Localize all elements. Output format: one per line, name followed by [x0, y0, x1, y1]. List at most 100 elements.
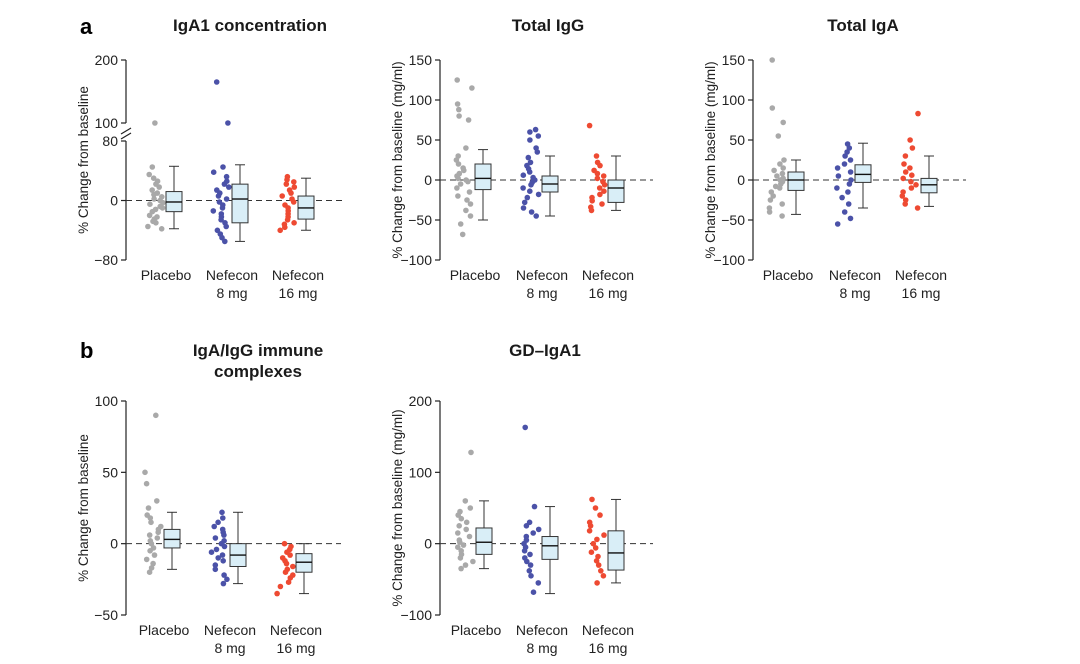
box — [787, 171, 805, 191]
chart-title-line: complexes — [214, 362, 302, 381]
data-point — [914, 205, 921, 211]
data-point — [456, 537, 463, 543]
data-point — [158, 226, 165, 232]
data-point — [526, 519, 533, 526]
data-point — [148, 519, 154, 526]
data-point — [532, 126, 539, 133]
data-point — [594, 536, 600, 543]
y-tick-label: 200 — [95, 52, 119, 68]
data-point — [527, 551, 533, 558]
category-label: 8 mg — [526, 285, 557, 301]
data-point — [149, 187, 155, 193]
data-point — [527, 129, 533, 135]
data-point — [455, 193, 461, 199]
chart-title-line: IgA/IgG immune — [193, 341, 323, 360]
data-point — [901, 161, 907, 167]
data-point — [599, 201, 605, 207]
panel-label-a: a — [80, 14, 93, 39]
data-point — [279, 555, 286, 561]
data-point — [142, 469, 148, 476]
y-tick-label: −50 — [721, 212, 745, 228]
chart-title: GD–IgA1 — [509, 341, 581, 360]
data-point — [210, 169, 217, 175]
data-point — [535, 526, 542, 533]
data-point — [150, 560, 156, 567]
data-point — [601, 188, 607, 194]
data-point — [589, 194, 595, 201]
data-point — [146, 171, 152, 178]
y-tick-label: 50 — [102, 464, 118, 480]
data-point — [588, 204, 594, 210]
data-point — [454, 77, 461, 83]
data-point — [847, 169, 854, 175]
data-point — [147, 538, 154, 544]
data-point — [466, 533, 473, 540]
box — [854, 164, 872, 183]
data-point — [841, 161, 848, 167]
data-point — [586, 528, 593, 534]
data-point — [464, 197, 470, 203]
data-point — [456, 106, 462, 113]
data-point — [154, 535, 161, 541]
data-point — [454, 101, 461, 107]
y-axis-label: % Change from baseline — [76, 434, 91, 582]
charts-layer: IgA1 concentration −80 0 80 100 200 % Change f… — [76, 16, 966, 656]
y-tick-label: 0 — [424, 172, 432, 188]
data-point — [224, 576, 230, 583]
data-point — [151, 552, 158, 558]
data-point — [841, 209, 848, 215]
data-point — [781, 157, 787, 163]
data-point — [285, 579, 292, 585]
data-point — [455, 544, 461, 550]
data-point — [522, 424, 528, 431]
data-point — [277, 583, 284, 590]
data-point — [535, 191, 542, 198]
data-point — [777, 161, 783, 167]
data-point — [281, 221, 288, 228]
category-label: 16 mg — [902, 285, 941, 301]
box — [541, 536, 559, 560]
chart-4: IgA/IgG immune complexes −50 0 50 100 % Change… — [76, 341, 341, 656]
category-label: Placebo — [141, 267, 192, 283]
category-label: Placebo — [139, 622, 190, 638]
data-point — [281, 540, 288, 547]
data-point — [220, 164, 226, 170]
y-tick-label: 150 — [409, 52, 433, 68]
data-point — [456, 170, 463, 177]
data-point — [527, 137, 533, 143]
data-point — [219, 552, 226, 558]
data-point — [467, 505, 474, 511]
data-point — [458, 565, 464, 572]
data-point — [456, 523, 463, 529]
data-point — [279, 193, 286, 199]
data-point — [290, 563, 296, 570]
y-tick-label: 100 — [95, 393, 119, 409]
data-point — [148, 565, 155, 571]
data-point — [902, 197, 909, 203]
category-label: 8 mg — [839, 285, 870, 301]
data-point — [834, 221, 841, 227]
data-point — [600, 173, 607, 179]
box — [295, 553, 313, 573]
data-point — [523, 533, 530, 540]
data-point — [274, 590, 280, 597]
data-point — [215, 519, 221, 526]
data-point — [454, 185, 460, 191]
data-point — [597, 191, 603, 198]
data-point — [144, 512, 150, 518]
data-point — [465, 117, 472, 123]
y-tick-label: −100 — [400, 252, 432, 268]
category-label: Nefecon — [582, 267, 634, 283]
data-point — [219, 526, 226, 533]
data-point — [147, 201, 153, 207]
category-label: 8 mg — [214, 640, 245, 656]
data-point — [290, 572, 296, 578]
data-point — [212, 566, 219, 573]
data-point — [466, 189, 473, 195]
data-point — [463, 519, 470, 526]
data-point — [771, 167, 777, 174]
category-label: Nefecon — [582, 622, 634, 638]
data-point — [779, 213, 785, 219]
data-point — [224, 178, 230, 184]
data-point — [909, 172, 915, 178]
